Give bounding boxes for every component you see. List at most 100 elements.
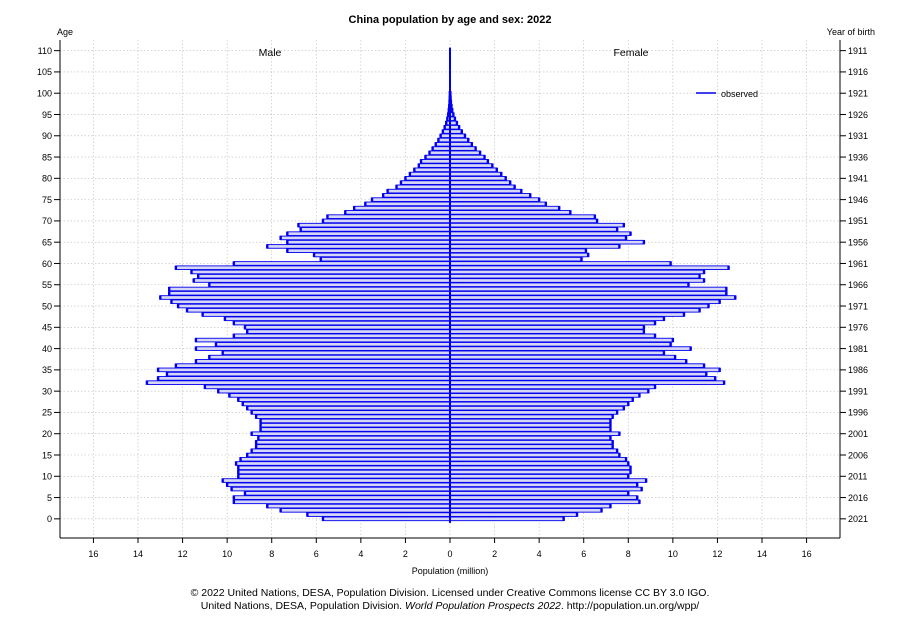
male-label: Male [259, 47, 282, 59]
male-bar-age-3 [266, 503, 451, 509]
male-bar-age-39 [222, 350, 451, 356]
birth-year-tick-label: 1946 [848, 195, 868, 205]
x-tick-label: 8 [269, 549, 274, 559]
female-bar-age-72 [449, 210, 571, 215]
female-bar-age-55 [449, 282, 689, 288]
x-axis-label: Population (million) [412, 566, 489, 576]
male-bar-age-31 [204, 384, 451, 390]
male-bar-age-34 [166, 371, 451, 377]
footer-copyright: © 2022 United Nations, DESA, Population … [191, 587, 710, 599]
female-bar-age-10 [449, 474, 629, 479]
female-bar-age-78 [449, 184, 516, 190]
female-bar-age-48 [449, 312, 685, 317]
birth-year-tick-label: 1966 [848, 280, 868, 290]
male-bar-age-47 [224, 316, 451, 322]
female-bar-age-54 [449, 286, 727, 292]
female-bar-age-28 [449, 397, 634, 402]
age-tick-label: 35 [42, 365, 52, 375]
birth-year-tick-label: 1961 [848, 259, 868, 269]
male-bar-age-55 [208, 282, 451, 288]
female-bar-age-68 [449, 227, 618, 232]
chart-title: China population by age and sex: 2022 [349, 14, 552, 26]
female-bar-age-49 [449, 308, 701, 313]
female-bar-age-67 [449, 231, 631, 236]
male-bar-age-49 [186, 308, 451, 313]
male-bar-age-59 [175, 265, 451, 270]
female-bar-age-64 [449, 244, 620, 249]
male-bar-age-70 [322, 218, 451, 224]
female-bar-age-87 [449, 146, 477, 151]
age-tick-label: 20 [42, 429, 52, 439]
birth-year-tick-label: 1931 [848, 131, 868, 141]
birth-year-tick-label: 1976 [848, 323, 868, 333]
female-bar-age-13 [449, 461, 629, 466]
birth-year-tick-label: 2001 [848, 429, 868, 439]
male-bar-age-78 [396, 184, 451, 190]
age-tick-label: 30 [42, 386, 52, 396]
female-bar-age-18 [449, 439, 614, 445]
female-bar-age-35 [449, 367, 721, 373]
male-bar-age-19 [257, 435, 451, 441]
male-bar-age-69 [298, 222, 451, 228]
female-bar-age-32 [449, 380, 725, 385]
female-bar-age-91 [449, 129, 463, 134]
female-bar-age-31 [449, 384, 656, 390]
male-bar-age-32 [146, 380, 451, 385]
male-bar-age-90 [440, 133, 451, 139]
male-bar-age-22 [260, 422, 451, 428]
female-bar-age-8 [449, 482, 638, 488]
birth-year-tick-label: 1996 [848, 408, 868, 418]
legend: observed [696, 89, 758, 99]
male-bar-age-79 [400, 180, 451, 185]
x-tick-label: 6 [581, 549, 586, 559]
female-bar-age-36 [449, 363, 705, 368]
age-tick-label: 0 [47, 514, 52, 524]
birth-year-tick-label: 1911 [848, 46, 867, 56]
male-bar-age-76 [382, 193, 451, 198]
male-bar-age-60 [233, 261, 451, 266]
birth-year-tick-label: 1921 [848, 89, 868, 99]
x-tick-label: 14 [133, 549, 143, 559]
male-bar-age-44 [246, 329, 451, 334]
female-bar-age-5 [449, 495, 638, 500]
female-bar-age-25 [449, 410, 618, 415]
male-bar-age-45 [244, 325, 451, 330]
male-bar-age-72 [344, 210, 451, 215]
male-bar-age-0 [322, 516, 451, 522]
male-bar-age-13 [235, 461, 451, 466]
age-tick-label: 15 [42, 450, 52, 460]
female-bar-age-84 [449, 159, 489, 164]
female-bar-age-1 [449, 512, 578, 517]
male-bar-age-75 [371, 197, 451, 202]
male-bar-age-33 [157, 376, 451, 381]
male-bar-age-5 [233, 495, 451, 500]
age-tick-label: 45 [42, 323, 52, 333]
birth-year-tick-label: 1936 [848, 152, 868, 162]
female-bar-age-2 [449, 508, 602, 513]
female-bar-age-11 [449, 469, 631, 475]
female-bar-age-43 [449, 333, 656, 339]
birth-year-tick-label: 1971 [848, 301, 868, 311]
birth-year-tick-label: 2011 [848, 472, 867, 482]
female-bar-age-37 [449, 359, 687, 364]
female-bar-age-90 [449, 133, 466, 139]
male-bar-age-35 [157, 367, 451, 373]
birth-year-tick-label: 1956 [848, 237, 868, 247]
male-bar-age-20 [251, 431, 451, 436]
male-bar-age-51 [170, 299, 451, 305]
female-bar-age-39 [449, 350, 665, 356]
x-tick-label: 4 [358, 549, 363, 559]
x-tick-label: 14 [757, 549, 767, 559]
birth-year-tick-label: 1986 [848, 365, 868, 375]
axes: 16 14 12 10 8 6 4 2 0 2 4 6 8 10 12 14 16051015202530354… [37, 40, 868, 559]
female-bar-age-38 [449, 354, 676, 360]
female-bar-age-52 [449, 295, 736, 300]
legend-label-observed: observed [721, 89, 758, 99]
female-bar-age-83 [449, 163, 493, 168]
male-bar-age-37 [195, 359, 451, 364]
male-bar-age-71 [326, 214, 451, 219]
female-bar-age-76 [449, 193, 531, 198]
female-bar-age-71 [449, 214, 596, 219]
female-bar-age-61 [449, 256, 582, 262]
